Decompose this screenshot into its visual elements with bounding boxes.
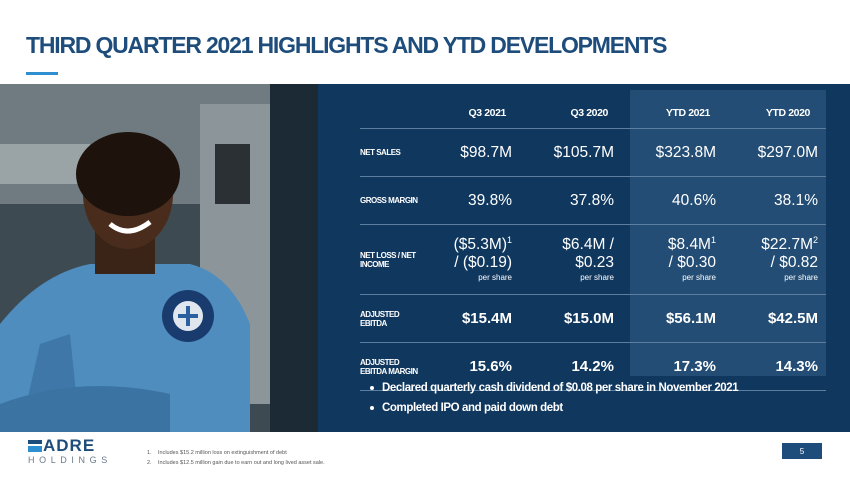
hero-section: Q3 2021 Q3 2020 YTD 2021 YTD 2020 NET SA… <box>0 84 850 432</box>
table-header-row: Q3 2021 Q3 2020 YTD 2021 YTD 2020 <box>360 98 826 129</box>
table-cell: $15.4M <box>461 310 512 327</box>
table-cell: $98.7M <box>460 143 512 161</box>
page-number: 5 <box>782 443 822 459</box>
table-cell: 14.3% <box>775 358 818 375</box>
table-cell: $6.4M / $0.23 per share <box>562 236 614 282</box>
emt-photo <box>0 84 330 432</box>
company-logo: ADRE HOLDINGS <box>28 436 112 465</box>
footnote: 1. Includes $15.2 million loss on extingu… <box>147 450 287 456</box>
bullet-icon <box>370 406 374 410</box>
highlights-list: Declared quarterly cash dividend of $0.0… <box>370 382 840 422</box>
table-row: GROSS MARGIN 39.8% 37.8% 40.6% 38.1% <box>360 177 826 225</box>
bullet-icon <box>370 386 374 390</box>
table-row: ADJUSTED EBITDA $15.4M $15.0M $56.1M $42… <box>360 295 826 343</box>
col-header: Q3 2021 <box>468 107 507 119</box>
table-cell: $56.1M <box>665 310 716 327</box>
table-cell: $42.5M <box>767 310 818 327</box>
table-cell: $323.8M <box>655 143 716 161</box>
table-cell: 37.8% <box>570 191 614 209</box>
slide-title: THIRD QUARTER 2021 HIGHLIGHTS AND YTD DE… <box>26 32 668 58</box>
col-header: Q3 2020 <box>570 107 609 119</box>
list-item: Completed IPO and paid down debt <box>370 402 840 414</box>
metrics-table: Q3 2021 Q3 2020 YTD 2021 YTD 2020 NET SA… <box>360 98 826 391</box>
table-cell: 14.2% <box>571 358 614 375</box>
table-cell: $15.0M <box>563 310 614 327</box>
table-cell: ($5.3M)1 / ($0.19) per share <box>453 234 512 282</box>
row-label: NET LOSS / NET INCOME <box>360 250 416 269</box>
table-row: NET SALES $98.7M $105.7M $323.8M $297.0M <box>360 129 826 177</box>
table-cell: $297.0M <box>757 143 818 161</box>
col-header: YTD 2020 <box>765 107 810 119</box>
row-label: NET SALES <box>360 148 401 157</box>
table-cell: 15.6% <box>469 358 512 375</box>
ytd-highlight <box>630 90 826 376</box>
title-underline <box>26 72 58 75</box>
table-cell: 39.8% <box>468 191 512 209</box>
row-label: ADJUSTED EBITDA <box>360 309 400 328</box>
table-cell: $8.4M1 / $0.30 per share <box>667 234 716 282</box>
table-row: NET LOSS / NET INCOME ($5.3M)1 / ($0.19)… <box>360 225 826 295</box>
table-cell: 40.6% <box>672 191 716 209</box>
table-cell: $22.7M2 / $0.82 per share <box>761 234 818 282</box>
row-label: ADJUSTED EBITDA MARGIN <box>360 357 418 376</box>
logo-mark-icon <box>28 440 42 452</box>
table-cell: $105.7M <box>553 143 614 161</box>
footnote: 2. Includes $12.5 million gain due to ear… <box>147 460 325 466</box>
list-item: Declared quarterly cash dividend of $0.0… <box>370 382 840 394</box>
table-cell: 38.1% <box>774 191 818 209</box>
table-row: ADJUSTED EBITDA MARGIN 15.6% 14.2% 17.3%… <box>360 343 826 391</box>
table-cell: 17.3% <box>673 358 716 375</box>
col-header: YTD 2021 <box>665 107 710 119</box>
row-label: GROSS MARGIN <box>360 196 418 205</box>
